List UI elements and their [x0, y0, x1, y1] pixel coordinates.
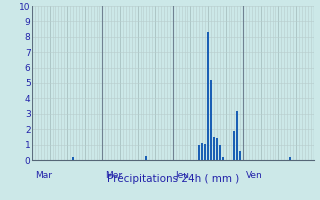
Bar: [233, 131, 236, 160]
Bar: [198, 145, 200, 160]
Text: Ven: Ven: [246, 171, 263, 180]
Bar: [207, 32, 209, 160]
Bar: [219, 145, 221, 160]
Bar: [216, 138, 218, 160]
Bar: [204, 144, 206, 160]
Bar: [210, 80, 212, 160]
X-axis label: Précipitations 24h ( mm ): Précipitations 24h ( mm ): [107, 174, 239, 184]
Text: Jeu: Jeu: [176, 171, 190, 180]
Bar: [145, 156, 148, 160]
Bar: [222, 157, 224, 160]
Bar: [72, 157, 74, 160]
Bar: [201, 143, 203, 160]
Bar: [239, 151, 241, 160]
Bar: [236, 111, 238, 160]
Text: Mar: Mar: [35, 171, 52, 180]
Text: Mer: Mer: [105, 171, 122, 180]
Bar: [289, 157, 291, 160]
Bar: [213, 137, 215, 160]
